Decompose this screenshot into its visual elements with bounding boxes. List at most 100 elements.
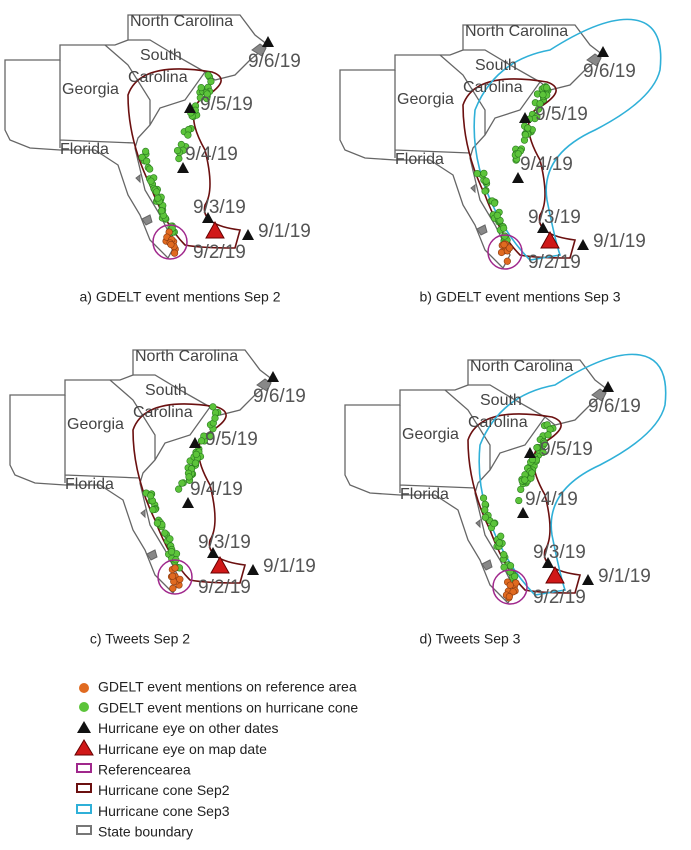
hurricane-eye — [262, 36, 274, 47]
event-dot — [540, 439, 549, 447]
date-label: 9/1/19 — [263, 556, 316, 577]
legend-marker — [79, 683, 89, 693]
date-label: 9/4/19 — [525, 489, 578, 510]
reference-dot — [170, 249, 179, 257]
reference-dot — [169, 584, 177, 592]
event-dot — [515, 496, 523, 505]
state-boundaries — [9, 349, 274, 594]
event-dot — [157, 207, 166, 215]
event-dot — [542, 83, 551, 92]
hurricane-eye — [524, 447, 536, 458]
event-dot — [495, 539, 503, 547]
panels: North Carolina South Carolina Georgia Florid… — [4, 13, 667, 608]
reference-dot — [503, 257, 511, 265]
hurricane-eye — [189, 437, 201, 448]
event-dot — [517, 485, 525, 494]
date-label: 9/2/19 — [528, 252, 581, 273]
event-dot — [184, 131, 192, 139]
legend-label: GDELT event mentions on reference area — [98, 679, 357, 695]
date-label: 9/5/19 — [205, 429, 258, 450]
reference-area — [157, 559, 193, 595]
panel-caption: b) GDELT event mentions Sep 3 — [419, 289, 620, 305]
hurricane-eye-map-date — [205, 220, 225, 239]
date-label: 9/2/19 — [198, 577, 251, 598]
hurricane-eye — [517, 507, 529, 518]
event-dot — [481, 513, 490, 522]
event-dot — [479, 494, 488, 502]
legend-label: Hurricane cone Sep3 — [98, 803, 230, 819]
state-label: Georgia — [402, 426, 459, 443]
hurricane-eye — [602, 381, 614, 392]
event-dot — [544, 431, 552, 439]
event-dot — [533, 444, 541, 452]
event-dot — [142, 147, 150, 155]
state-label: Carolina — [133, 404, 193, 421]
reference-dot — [506, 581, 514, 589]
map-panel: North Carolina South Carolina Georgia Florid… — [9, 348, 316, 598]
date-label: 9/4/19 — [520, 154, 573, 175]
map-panel: North Carolina South Carolina Georgia Florid… — [344, 353, 667, 608]
legend: GDELT event mentions on reference area GD… — [74, 679, 358, 840]
date-label: 9/2/19 — [533, 587, 586, 608]
event-dot — [521, 476, 529, 484]
state-label: Florida — [395, 151, 444, 168]
map-panel: North Carolina South Carolina Georgia Florid… — [4, 13, 311, 263]
hurricane-eye — [247, 564, 259, 575]
hurricane-eye — [542, 557, 554, 568]
event-dot — [173, 146, 182, 155]
event-dot — [473, 169, 481, 178]
state-label: Carolina — [463, 79, 523, 96]
event-dot — [481, 506, 489, 514]
hurricane-eye-map-date — [540, 230, 560, 249]
legend-marker — [74, 739, 94, 756]
legend-label: State boundary — [98, 824, 193, 840]
event-dot — [197, 437, 206, 445]
date-label: 9/4/19 — [185, 144, 238, 165]
legend-label: Hurricane cone Sep2 — [98, 782, 230, 798]
date-label: 9/6/19 — [253, 386, 306, 407]
event-dot — [153, 519, 162, 527]
event-dot — [528, 469, 536, 477]
reference-dot — [168, 572, 177, 580]
state-label: Georgia — [397, 91, 454, 108]
event-dot — [175, 155, 183, 163]
reference-dot — [505, 244, 514, 252]
hurricane-eye — [242, 229, 254, 240]
event-dot — [161, 529, 169, 537]
state-label: Georgia — [62, 81, 119, 98]
state-boundaries — [4, 14, 269, 259]
date-label: 9/6/19 — [583, 61, 636, 82]
state-boundaries — [344, 359, 609, 604]
event-dot — [149, 506, 157, 514]
hurricane-cone-sep2 — [132, 403, 247, 584]
event-dot — [143, 157, 151, 165]
event-dot — [209, 403, 217, 411]
event-dot — [490, 519, 498, 528]
panel-caption: d) Tweets Sep 3 — [420, 631, 521, 647]
state-label: South — [475, 57, 517, 74]
event-dot — [203, 90, 211, 98]
event-dot — [481, 187, 489, 195]
state-label: Georgia — [67, 416, 124, 433]
event-dot — [506, 562, 515, 570]
event-dot — [539, 448, 547, 457]
hurricane-cone-sep2 — [462, 78, 577, 259]
date-label: 9/1/19 — [258, 221, 311, 242]
legend-marker — [76, 825, 92, 835]
hurricane-eye — [582, 574, 594, 585]
event-dot — [146, 165, 154, 173]
event-dot — [191, 459, 200, 467]
event-dot — [500, 563, 508, 571]
event-dot — [166, 535, 174, 543]
date-label: 9/4/19 — [190, 479, 243, 500]
legend-marker — [76, 783, 92, 793]
legend-label: Referencearea — [98, 762, 191, 778]
event-dot — [167, 547, 176, 556]
legend-marker — [77, 721, 91, 733]
hurricane-eye — [177, 162, 189, 173]
event-dot — [206, 432, 215, 441]
event-dot — [175, 485, 183, 493]
date-label: 9/2/19 — [193, 242, 246, 263]
hurricane-eye — [184, 102, 196, 113]
legend-label: Hurricane eye on map date — [98, 741, 267, 757]
